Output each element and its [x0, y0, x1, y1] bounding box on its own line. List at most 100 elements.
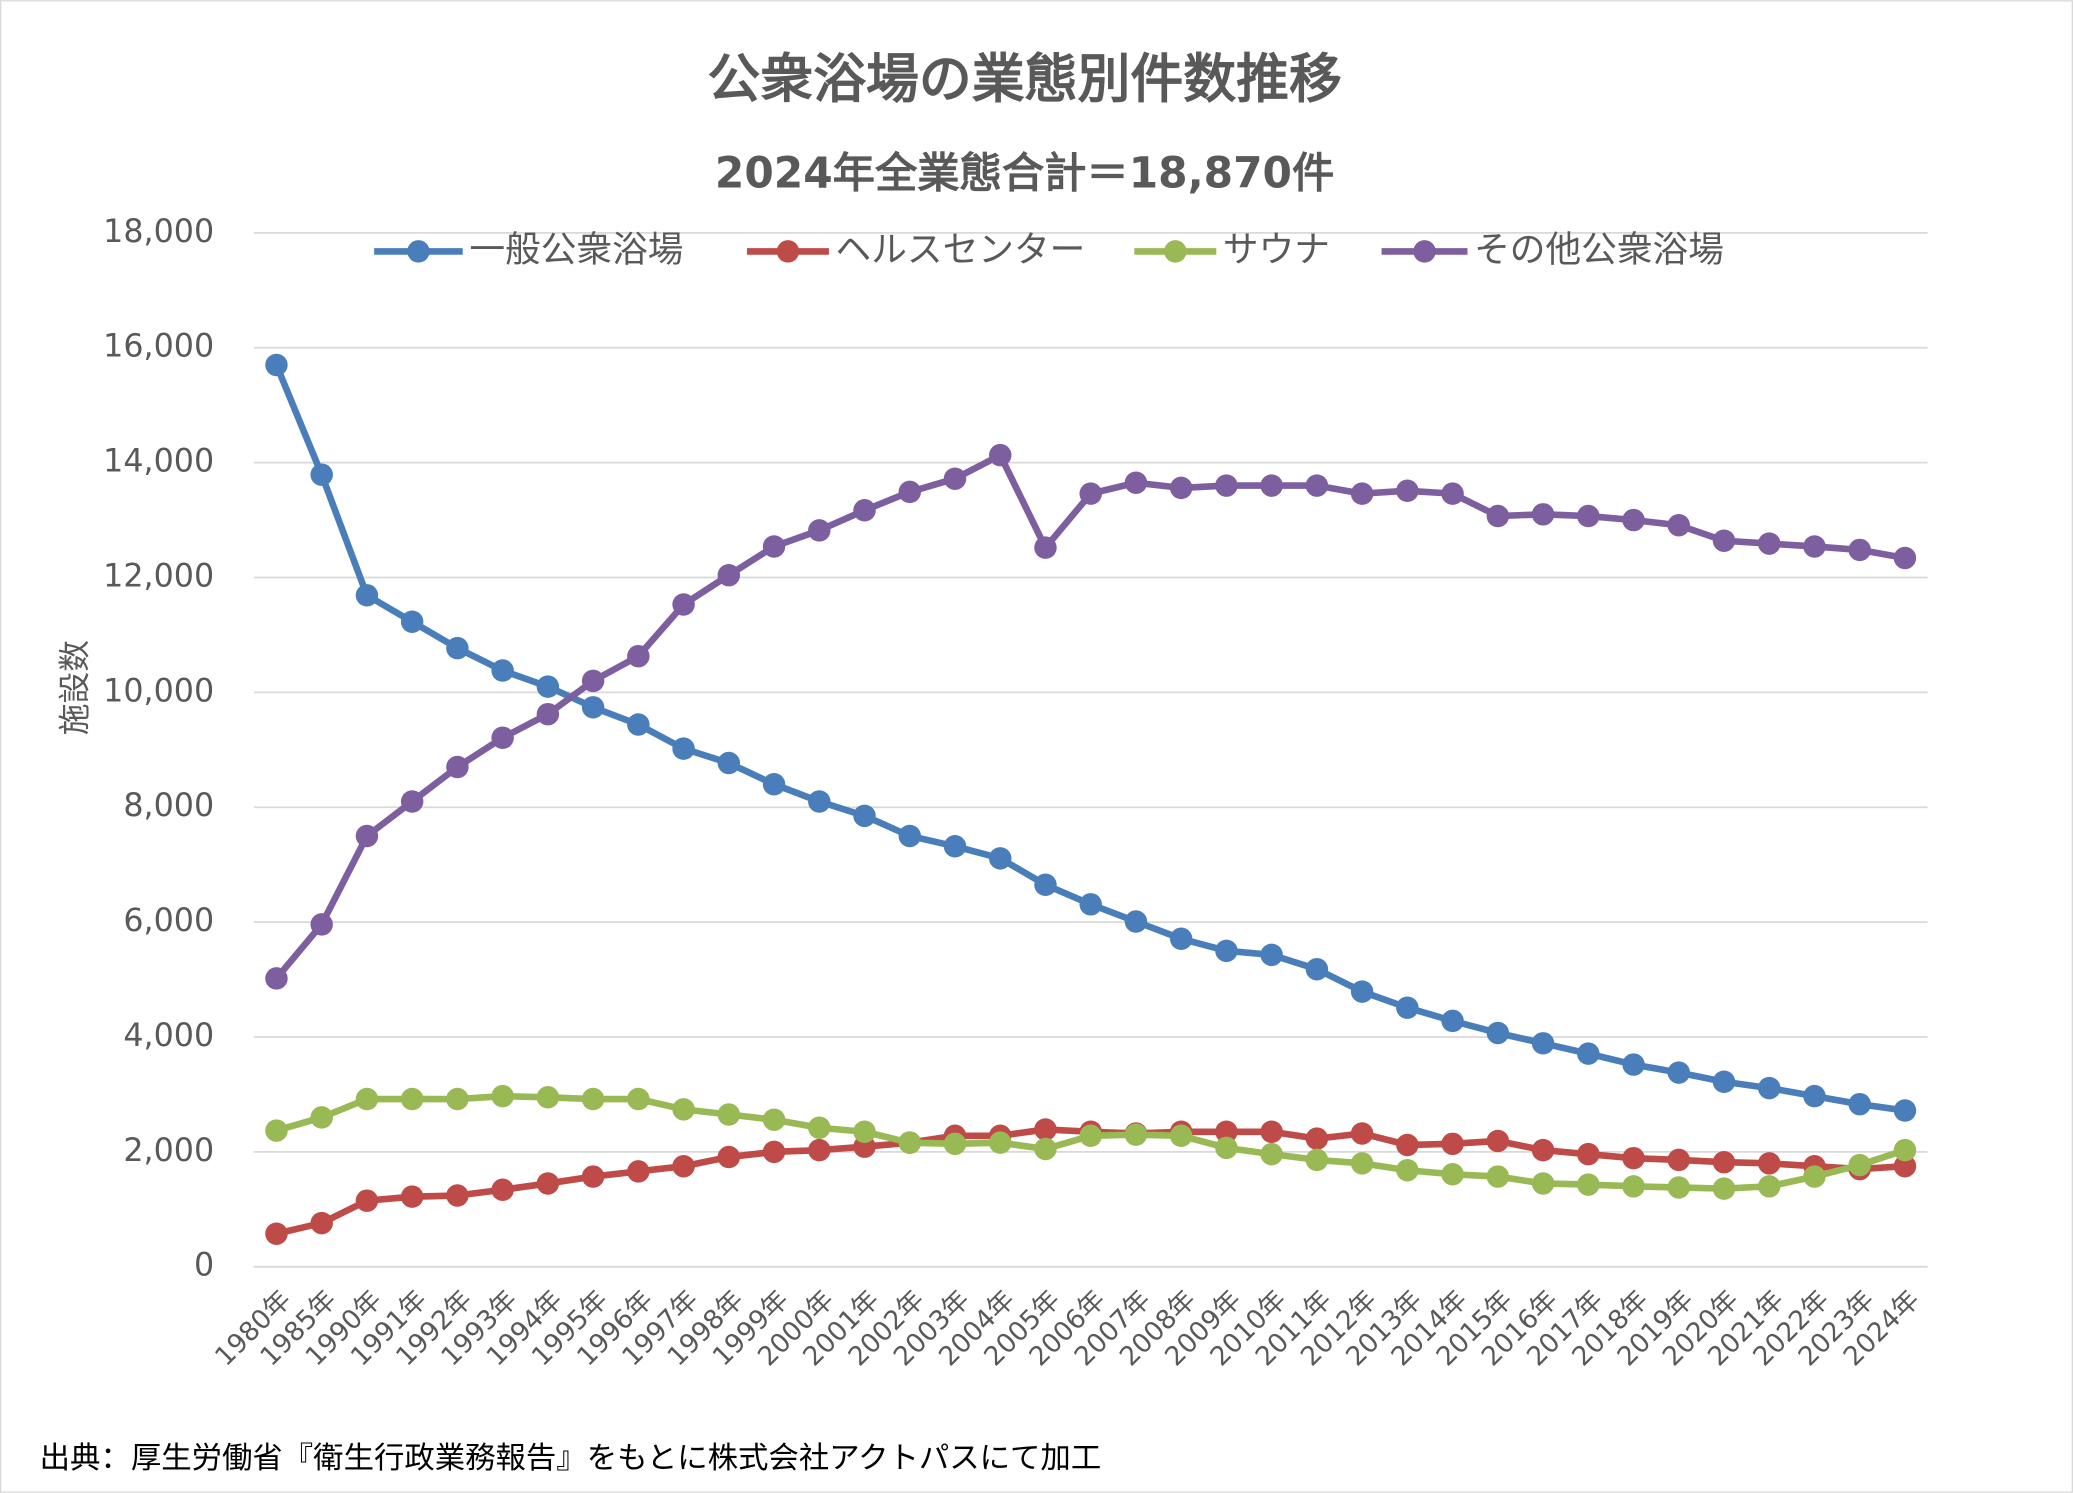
data-point: [1305, 957, 1329, 981]
data-point: [536, 702, 560, 726]
data-point: [536, 1086, 560, 1109]
data-point: [1667, 1176, 1691, 1199]
data-point: [898, 480, 921, 504]
y-tick-label: 0: [194, 1248, 214, 1284]
data-point: [581, 1087, 605, 1111]
legend-marker: [1413, 240, 1436, 263]
data-point: [1215, 1120, 1238, 1143]
data-point: [355, 584, 379, 607]
data-point: [1079, 893, 1102, 916]
data-point: [1531, 1138, 1555, 1162]
data-point: [1848, 538, 1871, 562]
data-point: [1712, 529, 1736, 552]
legend-label: 一般公衆浴場: [469, 229, 683, 270]
data-point: [1396, 1159, 1419, 1182]
data-point: [1350, 980, 1374, 1003]
data-point: [1531, 1032, 1555, 1055]
data-point: [717, 751, 741, 775]
data-point: [1848, 1092, 1871, 1116]
data-point: [808, 1138, 831, 1162]
data-point: [853, 499, 876, 522]
data-point: [355, 824, 379, 848]
legend-label: サウナ: [1223, 229, 1330, 270]
data-point: [1712, 1177, 1736, 1200]
data-point: [1441, 1009, 1464, 1033]
data-point: [1441, 1132, 1464, 1156]
data-point: [491, 1178, 514, 1202]
data-point: [762, 1140, 786, 1164]
data-point: [717, 1103, 741, 1126]
y-tick-label: 8,000: [123, 788, 214, 824]
data-point: [1758, 1175, 1781, 1198]
data-point: [627, 644, 650, 668]
data-point: [1169, 1124, 1193, 1148]
data-point: [1803, 1084, 1826, 1108]
data-point: [310, 1106, 333, 1129]
data-point: [1577, 1142, 1600, 1166]
data-point: [1124, 471, 1148, 494]
data-point: [672, 593, 695, 616]
data-point: [1260, 1142, 1283, 1166]
data-point: [536, 675, 560, 698]
data-point: [491, 659, 514, 682]
data-point: [1350, 482, 1374, 505]
data-point: [1531, 503, 1555, 526]
chart-title: 公衆浴場の業態別件数推移: [707, 49, 1342, 110]
data-point: [1803, 1165, 1826, 1188]
data-point: [1486, 1021, 1510, 1045]
data-point: [762, 1108, 786, 1131]
data-point: [1034, 536, 1057, 559]
data-point: [1893, 1154, 1917, 1178]
data-point: [627, 1087, 650, 1111]
data-point: [1622, 1053, 1645, 1076]
data-point: [1893, 1138, 1917, 1162]
chart-subtitle: 2024年全業態合計＝18,870件: [715, 149, 1334, 198]
data-point: [1169, 927, 1193, 951]
data-point: [581, 696, 605, 719]
legend-marker: [407, 240, 430, 263]
data-point: [672, 1098, 695, 1121]
y-tick-label: 16,000: [103, 329, 214, 365]
data-point: [672, 737, 695, 760]
data-point: [1034, 1137, 1057, 1161]
data-point: [808, 1116, 831, 1139]
source-note: 出典：厚生労働省『衛生行政業務報告』をもとに株式会社アクトパスにて加工: [40, 1441, 1102, 1476]
data-point: [491, 1084, 514, 1108]
data-point: [1803, 535, 1826, 558]
data-point: [1622, 508, 1645, 532]
y-tick-label: 2,000: [123, 1133, 214, 1169]
y-tick-label: 18,000: [103, 214, 214, 250]
data-point: [1305, 1127, 1329, 1150]
data-point: [943, 467, 967, 490]
data-point: [627, 1160, 650, 1183]
data-point: [1079, 1124, 1102, 1148]
legend-label: ヘルスセンター: [836, 229, 1086, 270]
data-point: [898, 1131, 921, 1154]
data-point: [898, 824, 921, 848]
data-point: [1486, 1129, 1510, 1153]
data-point: [1667, 513, 1691, 537]
legend-marker: [776, 240, 800, 263]
data-point: [762, 773, 786, 796]
y-tick-label: 6,000: [123, 903, 214, 939]
data-point: [1441, 1163, 1464, 1186]
data-point: [400, 1087, 424, 1111]
data-point: [1531, 1172, 1555, 1195]
data-point: [581, 1165, 605, 1188]
data-point: [717, 563, 741, 587]
data-point: [581, 669, 605, 693]
data-point: [943, 835, 967, 858]
data-point: [1667, 1148, 1691, 1172]
data-point: [491, 726, 514, 749]
data-point: [1622, 1146, 1645, 1170]
data-point: [988, 1131, 1012, 1154]
data-point: [1215, 939, 1238, 963]
data-point: [1124, 910, 1148, 933]
data-point: [1350, 1152, 1374, 1175]
data-point: [446, 1184, 469, 1207]
data-point: [1712, 1070, 1736, 1094]
legend-marker: [1164, 240, 1187, 263]
data-point: [1034, 1118, 1057, 1141]
